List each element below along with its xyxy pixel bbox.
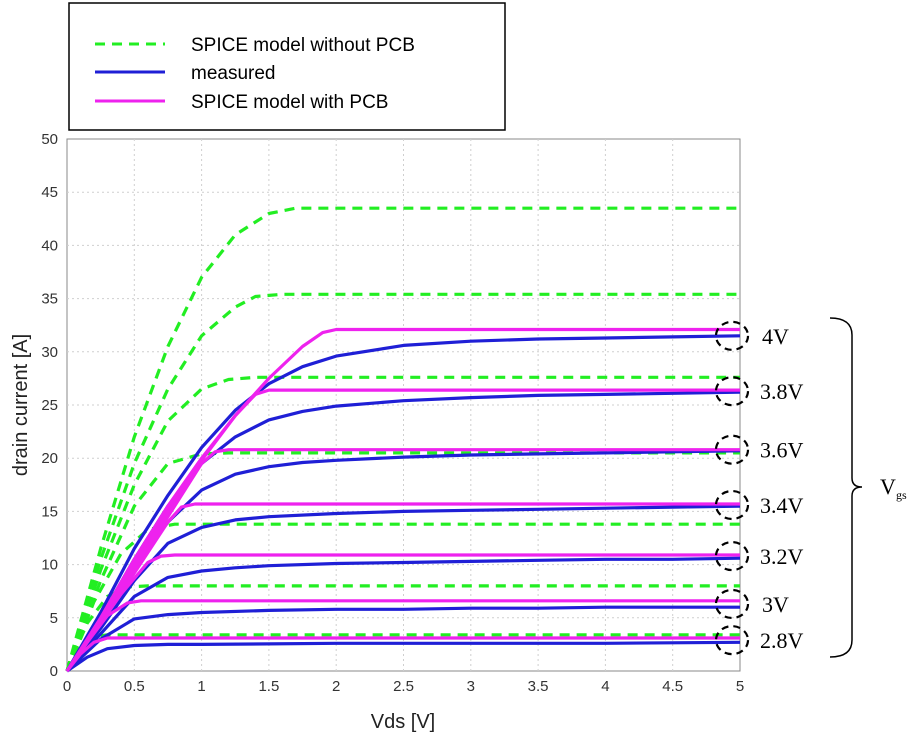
vgs-label: 2.8V [760, 628, 804, 653]
vgs-label: 3V [762, 592, 789, 617]
vgs-circle [714, 376, 750, 407]
x-tick-label: 2.5 [393, 678, 414, 695]
vgs-bracket: V gs [829, 317, 907, 658]
x-tick-label: 3.5 [528, 678, 549, 695]
curve-spice-no-pcb-3p8v [65, 292, 740, 672]
vgs-group-label: V [880, 474, 896, 499]
y-axis-label: drain current [A] [10, 334, 32, 476]
vgs-circle [714, 588, 750, 620]
vgs-brace [829, 317, 863, 658]
y-tick-label: 40 [41, 237, 58, 254]
y-tick-label: 25 [41, 397, 58, 414]
y-tick-label: 30 [41, 344, 58, 361]
y-tick-label: 50 [41, 131, 58, 148]
legend-label-spice-no-pcb: SPICE model without PCB [191, 35, 415, 56]
x-tick-label: 3 [467, 678, 475, 695]
curve-spice-no-pcb-3p6v [65, 375, 740, 672]
x-axis-label: Vds [V] [371, 711, 435, 733]
x-tick-label: 5 [736, 678, 744, 695]
x-tick-label: 4.5 [662, 678, 683, 695]
curve-measured-3p2v [65, 556, 741, 673]
y-tick-label: 5 [50, 610, 58, 627]
vgs-circle [714, 489, 750, 521]
curve-spice-pcb-3v [65, 599, 740, 672]
x-tick-label: 2 [332, 678, 340, 695]
vgs-group-sub: gs [896, 488, 907, 502]
vgs-label: 3.4V [760, 493, 804, 518]
x-tick-labels: 0 0.5 1 1.5 2 2.5 3 3.5 4 4.5 5 [63, 678, 744, 695]
y-tick-label: 10 [41, 557, 58, 574]
vgs-label: 4V [762, 324, 789, 349]
vgs-annotations: 4V 3.8V 3.6V 3.4V 3.2V 3V 2.8V [714, 320, 804, 656]
legend-box [68, 2, 506, 131]
series-layer [65, 206, 741, 673]
legend: SPICE model without PCB measured SPICE m… [68, 2, 506, 131]
vgs-circle [714, 434, 750, 465]
y-tick-label: 20 [41, 450, 58, 467]
series-spice-pcb [65, 327, 740, 672]
y-tick-label: 35 [41, 291, 58, 308]
curve-spice-pcb-4v [65, 327, 740, 672]
curve-spice-no-pcb-3v [65, 584, 740, 672]
curve-measured-3p4v [65, 504, 741, 672]
curve-spice-pcb-2p8v [65, 636, 740, 672]
curve-spice-no-pcb-4v [65, 206, 740, 672]
curve-spice-pcb-3p2v [65, 553, 740, 672]
x-tick-label: 1 [197, 678, 205, 695]
vgs-label: 3.2V [760, 544, 804, 569]
curve-measured-2p8v [66, 640, 741, 673]
vgs-circle [714, 320, 750, 351]
curve-measured-4v [65, 334, 741, 672]
x-tick-label: 1.5 [258, 678, 279, 695]
y-tick-label: 15 [41, 503, 58, 520]
vgs-circle [714, 625, 750, 656]
curve-spice-no-pcb-3p2v [65, 522, 740, 672]
x-tick-label: 0.5 [124, 678, 145, 695]
curve-spice-pcb-3p8v [65, 388, 740, 672]
legend-label-measured: measured [191, 63, 276, 84]
vgs-label: 3.8V [760, 379, 804, 404]
x-tick-label: 4 [601, 678, 609, 695]
y-tick-labels: 0 5 10 15 20 25 30 35 40 45 50 [41, 131, 58, 680]
vgs-label: 3.6V [760, 438, 804, 463]
vgs-circle [714, 540, 750, 572]
legend-label-spice-pcb: SPICE model with PCB [191, 92, 388, 113]
y-tick-label: 0 [50, 663, 58, 680]
curve-measured-3v [65, 605, 740, 673]
y-tick-label: 45 [41, 184, 58, 201]
x-tick-label: 0 [63, 678, 71, 695]
